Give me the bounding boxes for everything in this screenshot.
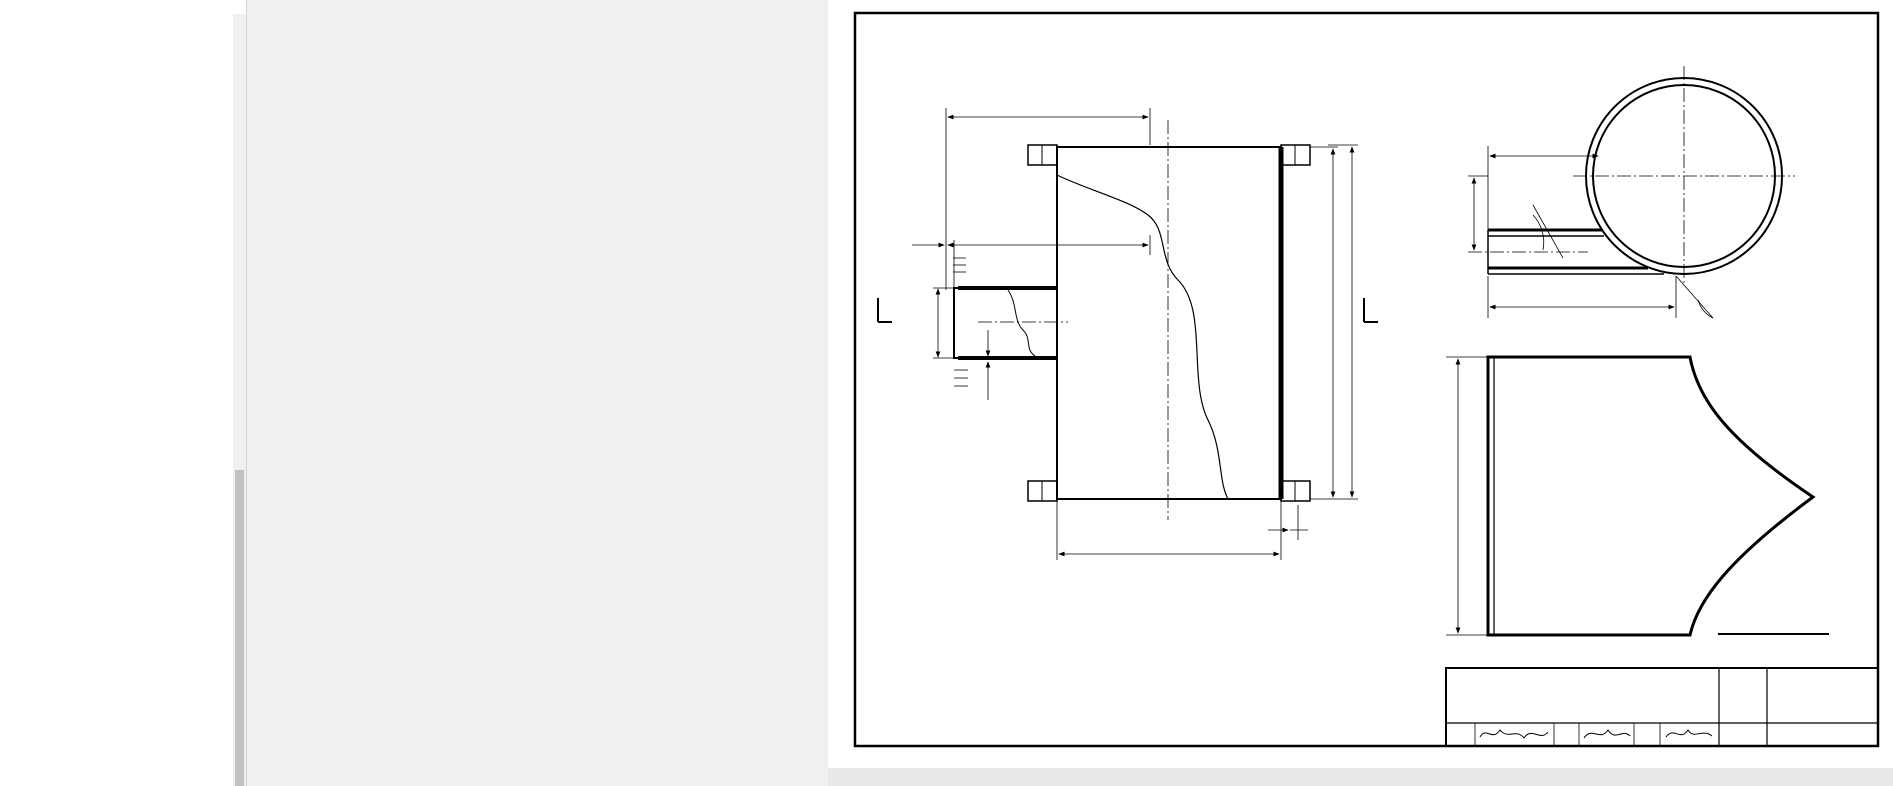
pdf-page [828,0,1893,768]
scrollbar-thumb[interactable] [235,470,244,786]
document-view[interactable] [247,0,1893,786]
page-gap [828,768,1893,786]
outline-sidebar [0,0,247,786]
title-block [1445,667,1879,747]
sidebar-scrollbar[interactable] [233,14,246,786]
development-template [1486,355,1816,637]
drawing-frame [853,11,1880,748]
main-pipe [1056,146,1282,500]
break-line [1056,174,1229,500]
scroll-up-arrow-icon[interactable] [233,14,246,30]
engineering-drawing [853,11,1880,748]
branch-pipe [953,287,1058,359]
